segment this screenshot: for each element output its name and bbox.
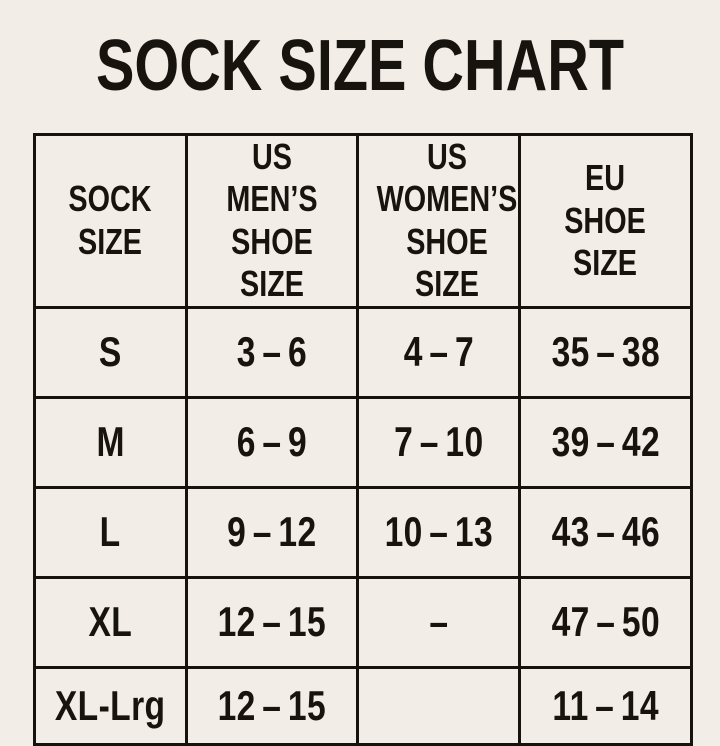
col-header-sock-size-label: SOCK SIZE [68,178,153,262]
table-cell: 11 – 14 [518,665,693,746]
table-cell [356,665,521,746]
header-row: SOCK SIZE US MEN’S SHOE SIZE US WOMEN’S … [33,133,693,309]
table-row-xl-lrg: XL-Lrg 12 – 15 11 – 14 [33,665,693,746]
table-row-m: M 6 – 9 7 – 10 39 – 42 [33,395,693,489]
us-mens-value: 12 – 15 [217,681,327,729]
table-row-xl: XL 12 – 15 – 47 – 50 [33,575,693,669]
us-womens-value: 10 – 13 [384,508,493,556]
us-mens-value: 3 – 6 [236,328,308,376]
us-mens-value: 9 – 12 [227,508,317,556]
us-womens-value: 7 – 10 [393,418,484,466]
eu-value: 47 – 50 [551,598,660,646]
eu-value: 11 – 14 [552,681,659,729]
us-womens-value: – [428,598,449,646]
col-header-us-mens-shoe-size: US MEN’S SHOE SIZE [185,133,359,309]
table-cell: 7 – 10 [356,395,521,489]
eu-value: 35 – 38 [551,328,660,376]
eu-value: 43 – 46 [551,508,660,556]
sock-size-value: XL [88,598,133,646]
sock-size-value: S [99,328,122,376]
us-womens-value: 4 – 7 [403,328,474,376]
eu-value: 39 – 42 [551,418,660,466]
col-header-sock-size: SOCK SIZE [33,133,188,309]
sock-size-value: L [100,508,121,556]
table-cell: 4 – 7 [356,305,521,399]
table-cell: 12 – 15 [185,665,359,746]
table-cell: 47 – 50 [518,575,693,669]
row-label-cell: M [33,395,188,489]
table-cell: 3 – 6 [185,305,359,399]
table-cell: 43 – 46 [518,485,693,579]
sock-size-table: SOCK SIZE US MEN’S SHOE SIZE US WOMEN’S … [33,133,693,746]
row-label-cell: XL [33,575,188,669]
table-row-s: S 3 – 6 4 – 7 35 – 38 [33,305,693,399]
sock-size-value: M [96,418,125,466]
col-header-us-womens-shoe-size-label: US WOMEN’S SHOE SIZE [376,136,518,305]
table-cell: 10 – 13 [356,485,521,579]
us-mens-value: 6 – 9 [236,418,308,466]
row-label-cell: L [33,485,188,579]
sock-size-chart-page: { "page": { "title": "SOCK SIZE CHART" }… [33,26,693,746]
row-label-cell: S [33,305,188,399]
table-row-l: L 9 – 12 10 – 13 43 – 46 [33,485,693,579]
table-cell: 9 – 12 [185,485,359,579]
col-header-us-mens-shoe-size-label: US MEN’S SHOE SIZE [226,136,318,305]
sock-size-value: XL-Lrg [55,681,166,729]
table-cell: – [356,575,521,669]
table-cell: 12 – 15 [185,575,359,669]
table-cell: 6 – 9 [185,395,359,489]
col-header-eu-shoe-size-label: EU SHOE SIZE [564,157,647,284]
row-label-cell: XL-Lrg [33,665,188,746]
col-header-us-womens-shoe-size: US WOMEN’S SHOE SIZE [356,133,521,309]
col-header-eu-shoe-size: EU SHOE SIZE [518,133,693,309]
table-cell: 39 – 42 [518,395,693,489]
table-cell: 35 – 38 [518,305,693,399]
page-title: SOCK SIZE CHART [95,26,625,106]
us-mens-value: 12 – 15 [217,598,327,646]
